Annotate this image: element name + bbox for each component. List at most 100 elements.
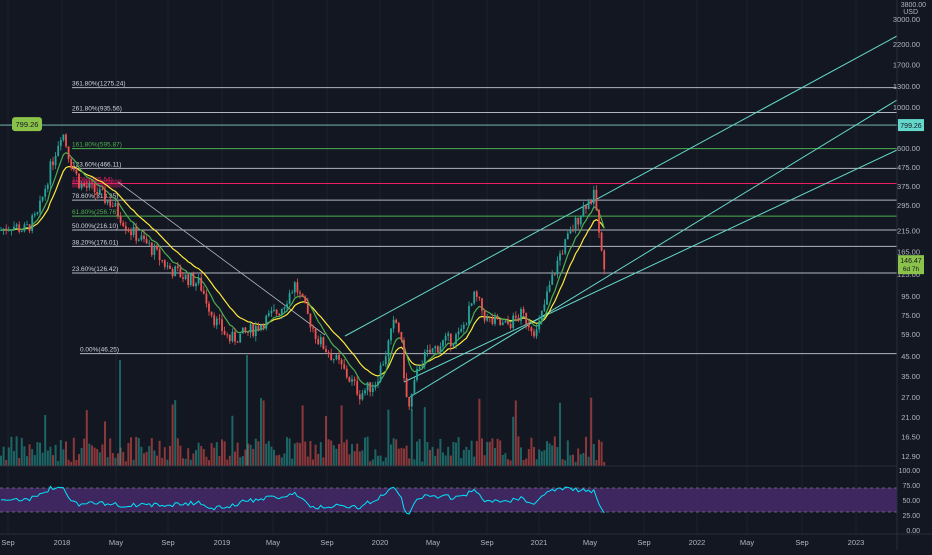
volume-bar [85,410,88,466]
volume-bar [7,447,10,466]
volume-bar [176,438,179,466]
candle-body [197,277,200,284]
volume-bar [455,442,457,466]
volume-bar [579,454,582,466]
candle-body [49,161,52,185]
volume-bar [400,447,403,466]
volume-bar [158,440,161,466]
candle-body [520,309,522,321]
volume-bar [117,453,119,466]
price-tick-label: 600.00 [897,144,920,153]
volume-bar [473,456,476,466]
candle-body [522,309,525,313]
candle-body [361,393,364,400]
price-tick-label: 295.00 [897,201,920,210]
volume-bar [533,447,535,466]
volume-bar [548,443,551,466]
candle-body [585,205,587,209]
diagonal-trend-line[interactable] [117,181,326,336]
volume-bar [283,453,286,466]
candle-body [397,323,400,332]
volume-bar [75,459,78,466]
volume-bar [213,447,216,466]
candle-body [80,183,83,189]
candle-body [114,203,117,207]
candle-body [31,215,34,231]
candle-body [223,331,226,335]
candle-body [338,354,340,360]
fib-level-label: 123.60%(466.11) [72,161,121,168]
volume-bar [280,457,283,466]
fib-level-label: 78.60%(313.35) [72,193,118,200]
volume-bar [319,442,322,466]
candle-body [280,308,283,316]
time-tick-label: May [740,538,754,547]
volume-bar [442,452,444,466]
candle-body [98,189,101,195]
volume-bar [114,457,117,466]
volume-bar [221,439,223,466]
candle-body [358,394,361,400]
price-tick-label: 1700.00 [893,61,920,70]
volume-bar [148,446,151,466]
rsi-tick-label: 0.00 [906,528,920,535]
trend-channel-line[interactable] [409,99,898,398]
candle-body [600,232,603,251]
volume-bar [106,457,109,466]
candle-body [291,292,294,294]
volume-bar [98,452,101,466]
currency-top-label: 3800.00 [901,2,926,9]
volume-bar [486,441,489,466]
candle-body [210,311,213,316]
candle-body [41,196,44,201]
volume-bar [171,404,174,466]
volume-bar [13,451,15,466]
candle-body [369,382,372,392]
volume-bar [174,400,177,466]
candle-body [566,233,569,240]
candle-body [473,291,476,304]
trend-channel-line[interactable] [344,35,898,337]
candle-body [465,324,468,326]
candle-body [470,303,473,306]
volume-bar [278,454,281,466]
rsi-tick-label: 25.00 [902,513,920,520]
time-axis[interactable]: Sep 2018 May Sep 2019 May Sep 2020 May Sep 2021 May… [1,538,864,547]
candle-body [267,313,270,316]
volume-bar [470,440,473,466]
volume-bar [595,460,598,466]
candle-body [293,282,296,293]
candle-body [0,230,2,231]
volume-bar [553,436,556,466]
volume-bar [390,444,392,466]
volume-bar [478,398,481,466]
volume-bar [150,438,153,466]
trend-channel-line[interactable] [403,149,898,383]
candle-body [187,274,190,286]
volume-bar [57,461,60,466]
candle-body [67,146,70,160]
volume-bar [600,441,603,466]
candle-body [561,253,564,255]
time-tick-label: May [266,538,280,547]
candle-body [156,245,158,250]
rsi-pane[interactable]: 100.00 75.00 50.00 25.00 0.00 [0,468,920,535]
volume-bar [247,443,249,466]
candle-body [33,214,36,216]
volume-bar [122,451,125,466]
fibonacci-retracement[interactable]: 361.80%(1275.24) 261.80%(935.56) 161.80%(5… [0,81,897,355]
volume-bar [431,446,434,466]
candle-body [200,277,203,291]
volume-bar [340,405,343,466]
trend-channels[interactable] [117,35,898,398]
candle-body [512,315,515,329]
candle-body [434,346,437,349]
volume-bar [395,439,398,466]
candle-body [436,346,439,353]
volume-bar [387,409,390,466]
volume-bar [527,449,530,466]
candle-body [184,274,187,279]
candle-body [228,334,231,342]
